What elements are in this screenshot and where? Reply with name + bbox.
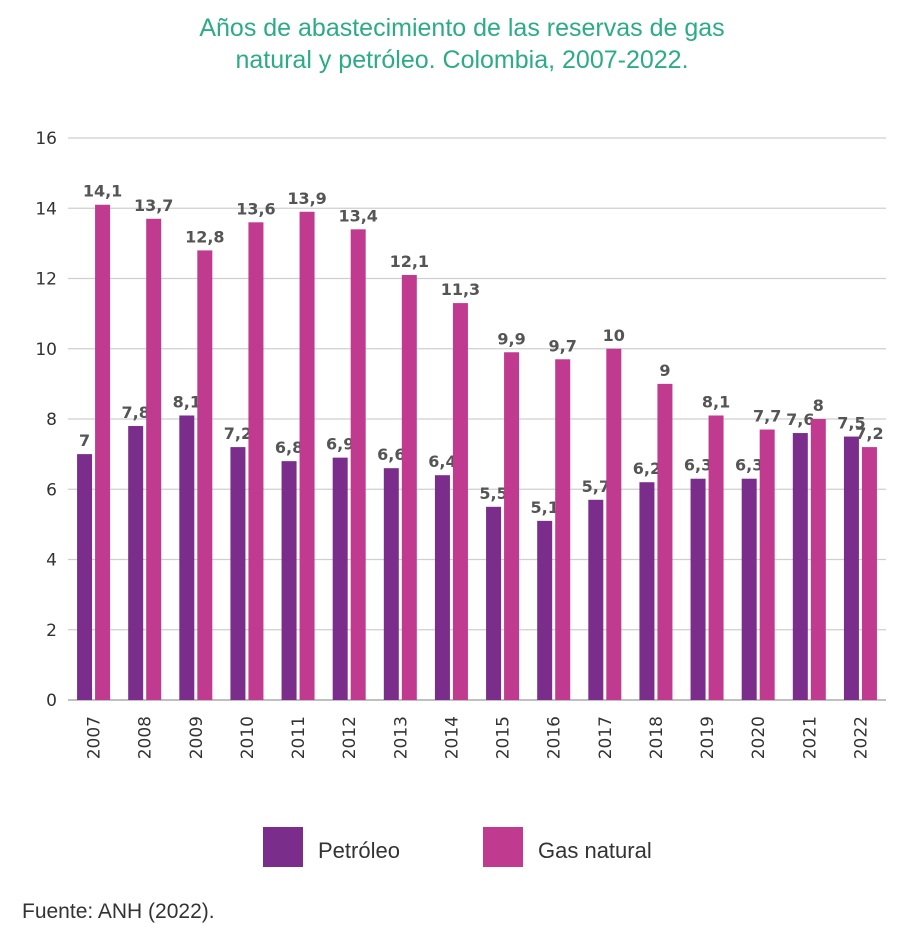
bar-petroleo bbox=[281, 461, 297, 700]
x-tick-label: 2009 bbox=[187, 716, 207, 759]
x-tick-label: 2012 bbox=[340, 716, 360, 759]
legend-swatch-petroleo bbox=[263, 827, 303, 867]
legend-label-gas-natural: Gas natural bbox=[538, 838, 652, 863]
data-label: 6,2 bbox=[633, 459, 661, 478]
bar-petroleo bbox=[179, 415, 195, 700]
data-label: 5,7 bbox=[582, 477, 610, 496]
data-label: 7 bbox=[79, 431, 90, 450]
y-tick-label: 16 bbox=[35, 129, 57, 149]
y-tick-label: 2 bbox=[46, 621, 57, 641]
data-label: 13,9 bbox=[287, 189, 326, 208]
bar-petroleo bbox=[843, 436, 859, 700]
bar-gas-natural bbox=[401, 274, 417, 700]
data-label: 6,3 bbox=[735, 456, 763, 475]
data-label: 7,2 bbox=[855, 424, 883, 443]
bar-gas-natural bbox=[504, 352, 520, 700]
bar-gas-natural bbox=[146, 218, 162, 700]
data-label: 5,5 bbox=[479, 484, 507, 503]
data-label: 6,8 bbox=[275, 438, 303, 457]
bar-gas-natural bbox=[350, 229, 366, 700]
bar-gas-natural bbox=[95, 204, 111, 701]
data-label: 8 bbox=[813, 396, 824, 415]
bar-petroleo bbox=[792, 433, 808, 700]
bar-petroleo bbox=[332, 457, 348, 700]
data-label: 13,4 bbox=[338, 206, 377, 225]
bar-petroleo bbox=[639, 482, 655, 700]
legend-swatch-gas-natural bbox=[483, 827, 523, 867]
y-tick-label: 10 bbox=[35, 340, 57, 360]
data-label: 13,7 bbox=[134, 196, 173, 215]
data-label: 7,5 bbox=[837, 414, 865, 433]
source-note: Fuente: ANH (2022). bbox=[22, 900, 215, 923]
data-label: 12,1 bbox=[390, 252, 429, 271]
bar-petroleo bbox=[690, 478, 706, 700]
bar-petroleo bbox=[77, 454, 93, 700]
x-tick-label: 2019 bbox=[698, 716, 718, 759]
x-tick-label: 2008 bbox=[136, 716, 156, 759]
data-label: 7,2 bbox=[224, 424, 252, 443]
x-tick-label: 2010 bbox=[238, 716, 258, 759]
x-tick-label: 2007 bbox=[85, 716, 105, 759]
y-tick-label: 14 bbox=[35, 199, 57, 219]
chart-title-line-1: Años de abastecimiento de las reservas d… bbox=[199, 14, 725, 42]
legend-label-petroleo: Petróleo bbox=[318, 838, 400, 863]
y-tick-label: 12 bbox=[35, 270, 57, 290]
data-label: 10 bbox=[603, 326, 625, 345]
x-tick-label: 2020 bbox=[749, 716, 769, 759]
bar-petroleo bbox=[486, 506, 502, 700]
x-tick-label: 2013 bbox=[391, 716, 411, 759]
bar-gas-natural bbox=[452, 303, 468, 700]
x-tick-label: 2021 bbox=[800, 716, 820, 759]
data-label: 11,3 bbox=[441, 280, 480, 299]
x-tick-label: 2015 bbox=[494, 716, 514, 759]
data-label: 14,1 bbox=[83, 182, 122, 201]
x-tick-label: 2011 bbox=[289, 716, 309, 759]
bar-petroleo bbox=[383, 468, 399, 700]
x-tick-label: 2022 bbox=[851, 716, 871, 759]
data-label: 12,8 bbox=[185, 227, 224, 246]
data-label: 13,6 bbox=[236, 199, 275, 218]
bar-gas-natural bbox=[299, 211, 315, 700]
y-tick-label: 6 bbox=[46, 480, 57, 500]
y-tick-label: 4 bbox=[46, 551, 57, 571]
data-label: 9,9 bbox=[497, 329, 525, 348]
bar-gas-natural bbox=[657, 383, 673, 700]
bar-gas-natural bbox=[555, 359, 571, 700]
x-tick-label: 2017 bbox=[596, 716, 616, 759]
bar-petroleo bbox=[741, 478, 757, 700]
data-label: 5,1 bbox=[531, 498, 559, 517]
data-label: 8,1 bbox=[173, 392, 201, 411]
data-label: 9,7 bbox=[549, 336, 577, 355]
bar-gas-natural bbox=[810, 419, 826, 700]
data-label: 6,9 bbox=[326, 435, 354, 454]
data-label: 8,1 bbox=[702, 392, 730, 411]
data-label: 7,8 bbox=[122, 403, 150, 422]
x-tick-label: 2016 bbox=[545, 716, 565, 759]
x-tick-label: 2018 bbox=[647, 716, 667, 759]
bar-petroleo bbox=[230, 447, 246, 700]
data-label: 7,7 bbox=[753, 407, 781, 426]
chart-title-line-2: natural y petróleo. Colombia, 2007-2022. bbox=[235, 46, 689, 74]
bar-gas-natural bbox=[708, 415, 724, 700]
bar-gas-natural bbox=[759, 429, 775, 700]
data-label: 6,6 bbox=[377, 445, 405, 464]
bar-gas-natural bbox=[197, 250, 213, 700]
bar-gas-natural bbox=[861, 447, 877, 700]
data-label: 6,4 bbox=[428, 452, 456, 471]
chart-title: Años de abastecimiento de las reservas d… bbox=[0, 12, 924, 76]
bar-gas-natural bbox=[606, 348, 622, 700]
bar-petroleo bbox=[128, 426, 144, 700]
bar-gas-natural bbox=[248, 222, 264, 701]
y-tick-label: 8 bbox=[46, 410, 57, 430]
bar-petroleo bbox=[537, 520, 553, 700]
y-tick-label: 0 bbox=[46, 691, 57, 711]
data-label: 9 bbox=[659, 361, 670, 380]
bar-petroleo bbox=[434, 475, 450, 700]
x-tick-label: 2014 bbox=[442, 716, 462, 759]
data-label: 6,3 bbox=[684, 456, 712, 475]
bar-petroleo bbox=[588, 499, 604, 700]
data-label: 7,6 bbox=[786, 410, 814, 429]
